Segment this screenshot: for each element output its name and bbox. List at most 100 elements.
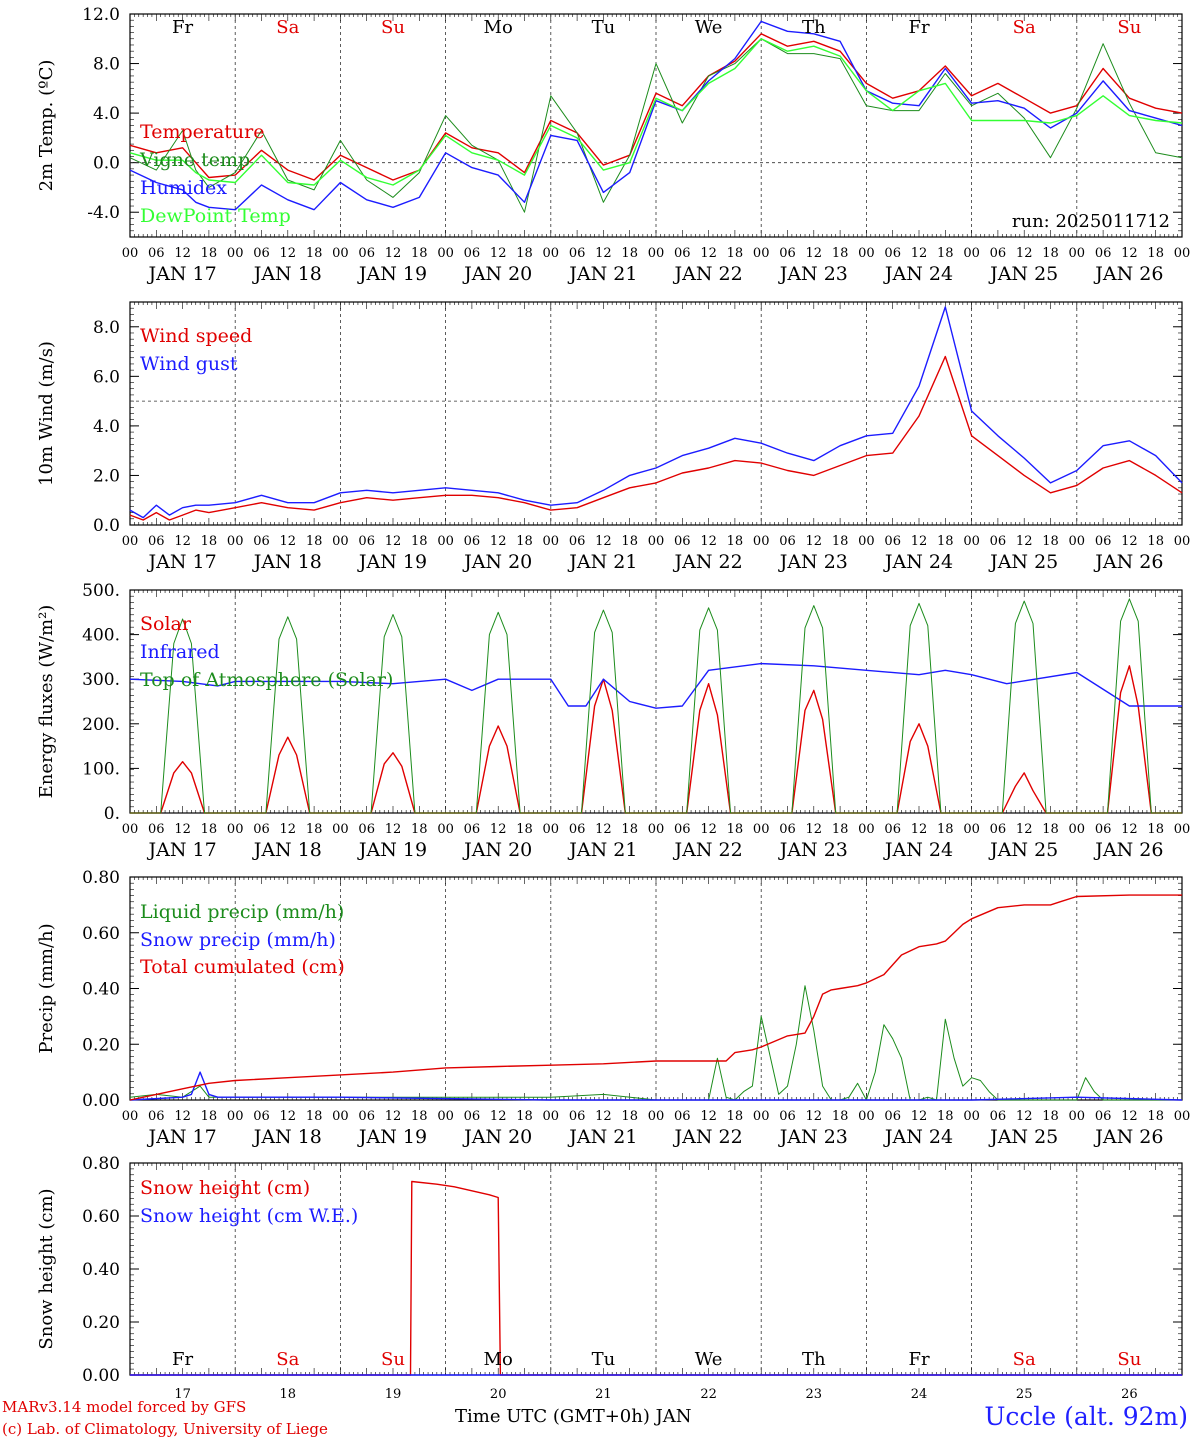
- x-hour-label: 18: [937, 246, 954, 261]
- day-number-label: 17: [174, 1387, 191, 1402]
- run-annotation: run: 2025011712: [1012, 211, 1170, 232]
- x-date-label: JAN 26: [1093, 1126, 1163, 1148]
- x-hour-label: 18: [516, 534, 533, 549]
- x-hour-label: 00: [1069, 534, 1086, 549]
- day-name-label: Su: [1117, 17, 1141, 38]
- x-date-label: JAN 23: [778, 839, 848, 861]
- x-hour-label: 12: [385, 1109, 402, 1124]
- legend-entry: Snow precip (mm/h): [140, 929, 336, 951]
- x-hour-label: 18: [937, 822, 954, 837]
- day-number-label: 24: [911, 1387, 928, 1402]
- x-hour-label: 00: [858, 246, 875, 261]
- y-tick-label: 500.: [82, 581, 120, 601]
- x-hour-label: 12: [595, 534, 612, 549]
- x-hour-label: 06: [884, 1109, 901, 1124]
- x-date-label: JAN 19: [357, 1126, 427, 1148]
- x-hour-label: 18: [937, 534, 954, 549]
- y-axis-title: 10m Wind (m/s): [36, 341, 57, 486]
- y-tick-label: 0.80: [82, 868, 120, 888]
- legend-entry: Wind gust: [140, 353, 238, 375]
- x-hour-label: 12: [700, 1109, 717, 1124]
- x-hour-label: 06: [148, 534, 165, 549]
- y-tick-label: 0.40: [82, 980, 120, 1000]
- x-hour-label: 12: [700, 534, 717, 549]
- day-name-label: We: [695, 17, 723, 38]
- y-tick-label: 0.0: [93, 154, 120, 174]
- x-hour-label: 12: [1121, 534, 1138, 549]
- x-hour-label: 12: [174, 534, 191, 549]
- legend-entry: DewPoint Temp: [140, 205, 291, 227]
- y-tick-label: 0.00: [82, 1366, 120, 1386]
- legend-entry: Total cumulated (cm): [140, 956, 345, 978]
- x-date-label: JAN 25: [988, 1126, 1058, 1148]
- x-hour-label: 06: [253, 246, 270, 261]
- series-line-liquid-precip-mm-h-: [129, 985, 1182, 1101]
- x-hour-label: 12: [806, 822, 823, 837]
- y-tick-label: 0.40: [82, 1260, 120, 1280]
- x-hour-label: 18: [201, 822, 218, 837]
- series-line-humidex: [129, 20, 1183, 211]
- x-date-label: JAN 18: [252, 1126, 322, 1148]
- x-hour-label: 06: [148, 822, 165, 837]
- series-line-temperature: [129, 33, 1183, 181]
- x-hour-label: 00: [122, 1109, 139, 1124]
- legend-entry: Liquid precip (mm/h): [140, 901, 344, 923]
- x-hour-label: 06: [1095, 534, 1112, 549]
- x-hour-label: 06: [884, 534, 901, 549]
- x-hour-label: 18: [1042, 1109, 1059, 1124]
- day-name-label: Fr: [908, 17, 929, 38]
- x-date-label: JAN 20: [462, 1126, 532, 1148]
- y-tick-label: 6.0: [93, 367, 120, 387]
- x-hour-label: 06: [779, 822, 796, 837]
- day-name-label: Su: [381, 17, 405, 38]
- day-name-label: Mo: [484, 1349, 513, 1370]
- x-hour-label: 18: [306, 1109, 323, 1124]
- x-hour-label: 12: [385, 822, 402, 837]
- x-hour-label: 12: [385, 246, 402, 261]
- x-hour-label: 00: [122, 246, 139, 261]
- legend-entry: Temperature: [140, 121, 264, 143]
- panel-frame: [129, 301, 1183, 526]
- x-hour-label: 18: [727, 246, 744, 261]
- x-hour-label: 00: [543, 1109, 560, 1124]
- legend-entry: Snow height (cm): [140, 1177, 310, 1199]
- x-hour-label: 00: [753, 534, 770, 549]
- y-axis-title: Energy fluxes (W/m²): [36, 605, 57, 799]
- day-name-label: Fr: [908, 1349, 929, 1370]
- x-date-label: JAN 22: [673, 839, 743, 861]
- day-number-label: 23: [806, 1387, 823, 1402]
- lab-credit: (c) Lab. of Climatology, University of L…: [2, 1420, 328, 1438]
- x-hour-label: 18: [621, 822, 638, 837]
- y-tick-label: 4.0: [93, 104, 120, 124]
- x-hour-label: 12: [595, 246, 612, 261]
- x-date-label: JAN 19: [357, 551, 427, 573]
- time-axis-label: Time UTC (GMT+0h) JAN: [455, 1406, 692, 1427]
- x-hour-label: 06: [253, 534, 270, 549]
- x-hour-label: 06: [990, 246, 1007, 261]
- x-hour-label: 06: [779, 1109, 796, 1124]
- y-tick-label: 12.0: [82, 5, 120, 25]
- y-tick-label: 2.0: [93, 466, 120, 486]
- x-hour-label: 06: [884, 822, 901, 837]
- x-date-label: JAN 26: [1093, 263, 1163, 285]
- series-line-top-of-atmosphere-solar-: [130, 598, 1182, 814]
- day-number-label: 18: [280, 1387, 297, 1402]
- x-hour-label: 00: [858, 534, 875, 549]
- x-hour-label: 12: [595, 822, 612, 837]
- x-hour-label: 06: [1095, 246, 1112, 261]
- x-hour-label: 18: [1042, 246, 1059, 261]
- day-name-label: Th: [802, 17, 826, 38]
- day-name-label: Su: [1117, 1349, 1141, 1370]
- x-hour-label: 06: [779, 534, 796, 549]
- x-date-label: JAN 26: [1093, 839, 1163, 861]
- x-hour-label: 18: [1042, 534, 1059, 549]
- x-hour-label: 18: [832, 246, 849, 261]
- x-hour-label: 18: [411, 822, 428, 837]
- x-hour-label: 06: [674, 1109, 691, 1124]
- y-tick-label: 400.: [82, 626, 120, 646]
- x-hour-label: 18: [411, 534, 428, 549]
- day-name-label: Tu: [592, 17, 616, 38]
- y-tick-label: 8.0: [93, 318, 120, 338]
- x-hour-label: 00: [753, 246, 770, 261]
